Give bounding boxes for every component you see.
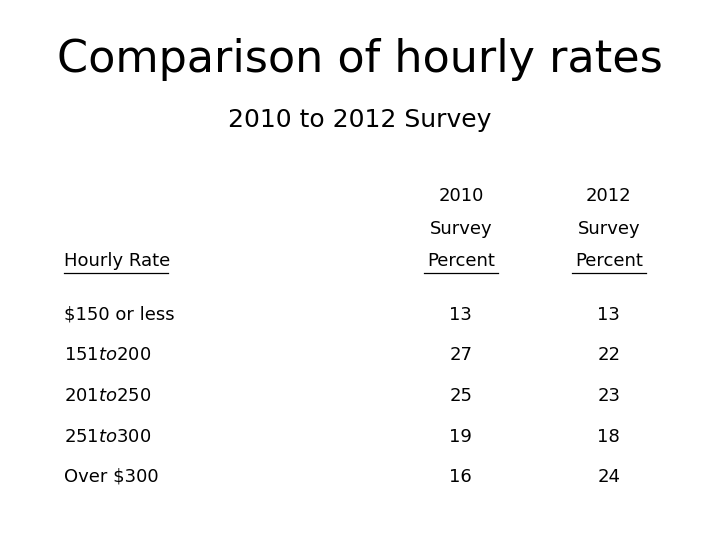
Text: 23: 23 xyxy=(597,387,620,405)
Text: Survey: Survey xyxy=(430,220,492,238)
Text: 18: 18 xyxy=(598,428,620,445)
Text: $201 to $250: $201 to $250 xyxy=(64,387,152,405)
Text: 13: 13 xyxy=(449,306,472,324)
Text: $151 to $200: $151 to $200 xyxy=(64,347,152,364)
Text: 13: 13 xyxy=(598,306,620,324)
Text: 25: 25 xyxy=(449,387,472,405)
Text: 2010: 2010 xyxy=(438,187,484,205)
Text: 16: 16 xyxy=(449,468,472,486)
Text: 27: 27 xyxy=(449,347,472,364)
Text: 24: 24 xyxy=(597,468,620,486)
Text: 2012: 2012 xyxy=(586,187,631,205)
Text: Over $300: Over $300 xyxy=(64,468,159,486)
Text: Comparison of hourly rates: Comparison of hourly rates xyxy=(57,38,663,81)
Text: $251 to $300: $251 to $300 xyxy=(64,428,152,445)
Text: $150 or less: $150 or less xyxy=(64,306,175,324)
Text: Survey: Survey xyxy=(577,220,640,238)
Text: Hourly Rate: Hourly Rate xyxy=(64,252,171,270)
Text: Percent: Percent xyxy=(427,252,495,270)
Text: 2010 to 2012 Survey: 2010 to 2012 Survey xyxy=(228,108,492,132)
Text: Percent: Percent xyxy=(575,252,643,270)
Text: 19: 19 xyxy=(449,428,472,445)
Text: 22: 22 xyxy=(597,347,620,364)
